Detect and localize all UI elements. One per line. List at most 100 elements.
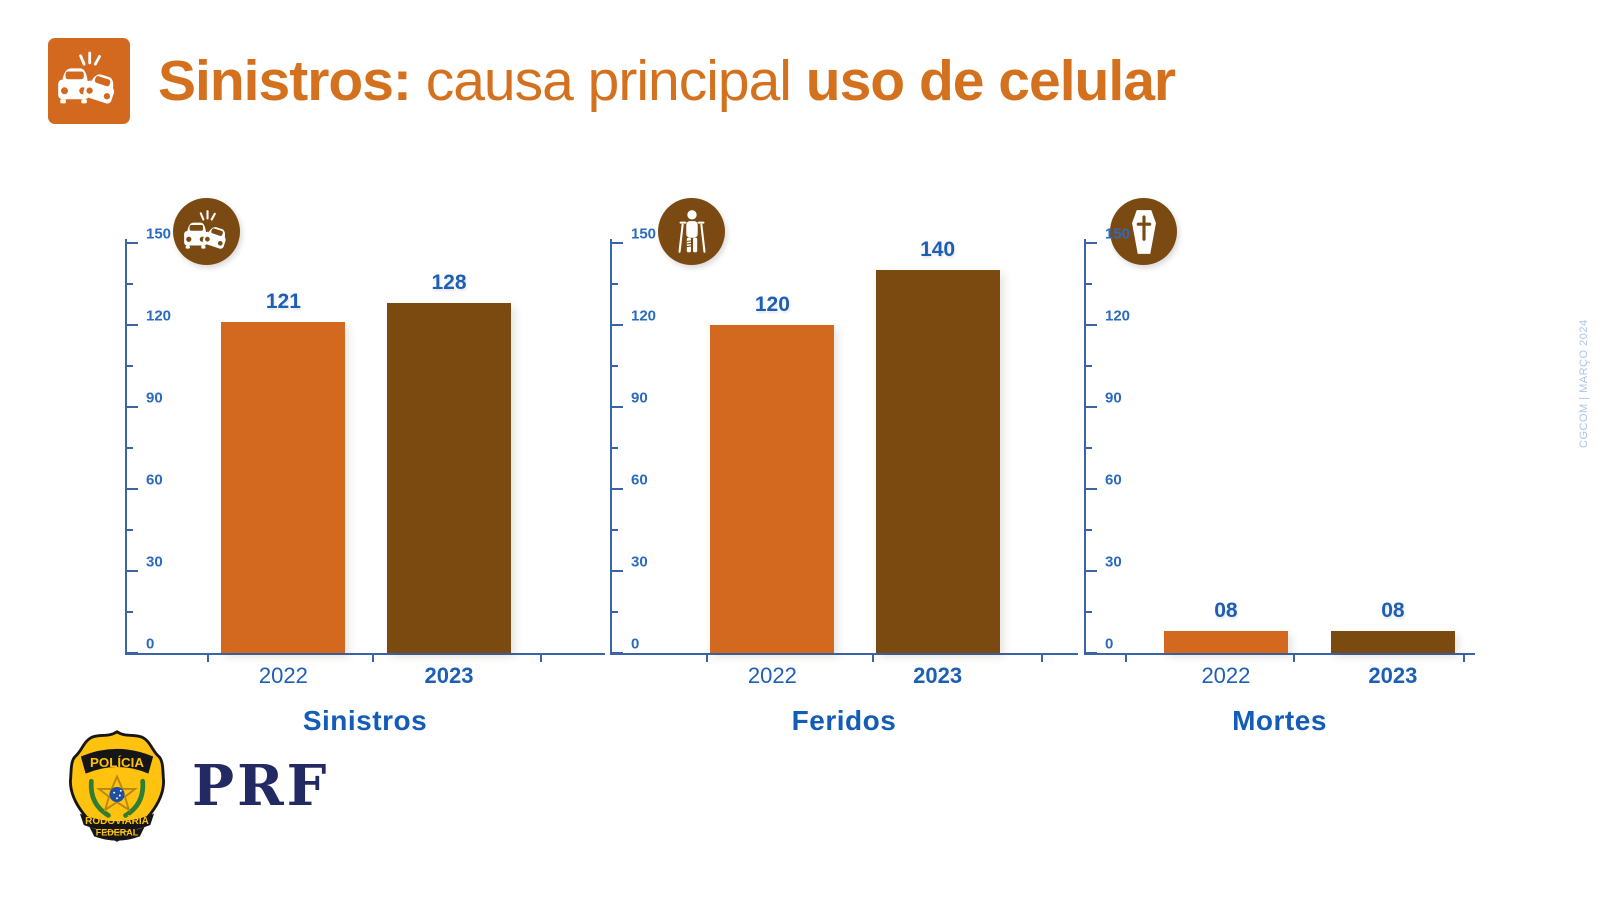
title-part-bold-1: Sinistros: (158, 49, 412, 113)
x-axis-tick (705, 653, 708, 662)
y-axis-tick-label: 30 (631, 553, 648, 571)
coffin-icon (1131, 209, 1156, 254)
y-axis-major-tick (610, 406, 623, 408)
bar-2022 (221, 322, 346, 653)
bar-value-label: 08 (1381, 599, 1405, 623)
y-axis-minor-tick (610, 529, 618, 531)
prf-badge-logo: POLÍCIA RODOVIÁRIA FEDERAL (68, 730, 166, 842)
bar-value-label: 140 (920, 238, 956, 262)
x-axis-tick (1125, 653, 1128, 662)
title-part-bold-2: uso de celular (805, 49, 1176, 113)
bar-value-label: 120 (754, 293, 790, 316)
bar-chart: 0 30 60 90 120 150 121 2022 128 2023 Sinistros (125, 198, 605, 737)
chart-icon-circle (658, 198, 725, 265)
category-label-2022: 2022 (747, 663, 797, 688)
y-axis-minor-tick (125, 447, 133, 449)
y-axis-major-tick (125, 242, 138, 244)
car-crash-icon (58, 51, 115, 104)
y-axis-tick-label: 0 (631, 635, 640, 653)
x-axis-tick (872, 653, 875, 662)
y-axis-major-tick (125, 406, 138, 408)
y-axis-major-tick (125, 324, 138, 326)
y-axis-tick-label: 120 (1105, 307, 1131, 325)
x-axis-tick (540, 653, 543, 662)
y-axis-tick-label: 60 (146, 471, 163, 489)
y-axis-minor-tick (125, 529, 133, 531)
chart-icon-circle (173, 198, 240, 265)
chart-icon-circle (1110, 198, 1177, 265)
x-axis (1084, 653, 1475, 655)
y-axis-major-tick (610, 652, 623, 654)
y-axis-major-tick (125, 488, 138, 490)
y-axis-minor-tick (1084, 447, 1092, 449)
y-axis (1084, 239, 1086, 653)
bar-value-label: 128 (431, 271, 467, 295)
y-axis-major-tick (1084, 488, 1097, 490)
y-axis-minor-tick (610, 447, 618, 449)
chart-plot-area: 0 30 60 90 120 150 121 2022 128 2023 (125, 226, 605, 688)
x-axis-tick (1040, 653, 1043, 662)
y-axis (125, 239, 127, 653)
y-axis-tick-label: 120 (146, 307, 172, 325)
y-axis-major-tick (1084, 324, 1097, 326)
footer: POLÍCIA RODOVIÁRIA FEDERAL PRF (64, 728, 329, 844)
injured-person-icon (677, 209, 706, 253)
bar-2023 (1330, 631, 1455, 653)
y-axis-tick-label: 30 (146, 553, 163, 571)
badge-text-federal: FEDERAL (96, 827, 139, 837)
bar-2023 (875, 270, 1000, 653)
x-axis (125, 653, 605, 655)
y-axis-tick-label: 60 (631, 471, 648, 489)
y-axis-major-tick (1084, 406, 1097, 408)
y-axis (610, 239, 612, 653)
x-axis-tick (206, 653, 209, 662)
y-axis-major-tick (610, 570, 623, 572)
y-axis-major-tick (1084, 242, 1097, 244)
y-axis-minor-tick (1084, 529, 1092, 531)
y-axis-major-tick (1084, 570, 1097, 572)
header: Sinistros: causa principal uso de celula… (48, 38, 1176, 124)
chart-title: Feridos (791, 705, 897, 736)
y-axis-major-tick (610, 324, 623, 326)
y-axis-minor-tick (610, 611, 618, 613)
chart-title: Mortes (1232, 705, 1327, 736)
bar-chart: 0 30 60 90 120 150 120 2022 140 2023 Feridos (610, 198, 1078, 737)
title-badge (48, 38, 130, 124)
y-axis-major-tick (610, 488, 623, 490)
chart-plot-area: 0 30 60 90 120 150 08 2022 08 2023 (1084, 226, 1475, 688)
bar-2023 (387, 303, 511, 653)
x-axis-tick (1293, 653, 1296, 662)
badge-text-policia: POLÍCIA (90, 755, 144, 770)
y-axis-tick-label: 150 (146, 225, 172, 243)
y-axis-tick-label: 90 (1105, 389, 1122, 407)
bar-2022 (710, 325, 835, 653)
x-axis (610, 653, 1078, 655)
title-part-regular: causa principal (425, 49, 792, 113)
y-axis-tick-label: 90 (631, 389, 648, 407)
category-label-2023: 2023 (913, 663, 963, 688)
y-axis-minor-tick (1084, 365, 1092, 367)
y-axis-major-tick (125, 652, 138, 654)
bar-value-label: 08 (1214, 599, 1238, 623)
car-crash-icon (183, 209, 226, 249)
y-axis-tick-label: 90 (146, 389, 163, 407)
y-axis-major-tick (1084, 652, 1097, 654)
y-axis-minor-tick (125, 611, 133, 613)
y-axis-major-tick (610, 242, 623, 244)
x-axis-tick (372, 653, 375, 662)
y-axis-tick-label: 150 (1105, 225, 1131, 243)
y-axis-minor-tick (610, 283, 618, 285)
y-axis-minor-tick (125, 283, 133, 285)
y-axis-tick-label: 30 (1105, 553, 1122, 571)
y-axis-minor-tick (610, 365, 618, 367)
y-axis-tick-label: 0 (146, 635, 155, 653)
y-axis-major-tick (125, 570, 138, 572)
page-title: Sinistros: causa principal uso de celula… (158, 48, 1176, 114)
x-axis-tick (1463, 653, 1466, 662)
y-axis-minor-tick (1084, 611, 1092, 613)
y-axis-minor-tick (1084, 283, 1092, 285)
chart-plot-area: 0 30 60 90 120 150 120 2022 140 2023 (610, 226, 1078, 688)
category-label-2022: 2022 (258, 663, 308, 688)
bar-2022 (1163, 631, 1288, 653)
y-axis-minor-tick (125, 365, 133, 367)
